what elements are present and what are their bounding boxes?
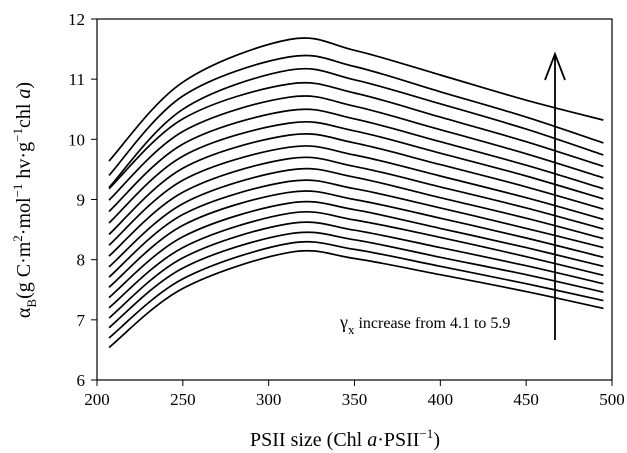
series-line-11: [108, 145, 604, 246]
series-line-12: [108, 132, 604, 236]
x-tick-label: 400: [428, 390, 454, 409]
series-line-16: [108, 81, 604, 190]
x-tick-label: 500: [599, 390, 625, 409]
series-line-7: [108, 190, 604, 288]
x-tick-label: 300: [256, 390, 282, 409]
x-tick-label: 350: [342, 390, 368, 409]
plot-lines: [108, 37, 604, 349]
x-axis: 200 250 300 350 400 450 500: [84, 380, 625, 409]
series-line-14: [108, 108, 604, 213]
x-axis-title: PSII size (Chl a·PSII−1): [250, 426, 440, 451]
y-tick-label: 7: [77, 311, 86, 330]
series-line-9: [108, 167, 604, 268]
series-line-2: [108, 240, 604, 339]
series-line-3: [108, 231, 604, 329]
series-line-13: [108, 120, 604, 224]
series-line-8: [108, 179, 604, 278]
series-line-4: [108, 221, 604, 319]
annotation-rest: increase from 4.1 to 5.9: [354, 315, 510, 332]
y-tick-label: 11: [69, 70, 85, 89]
series-line-17: [108, 67, 604, 189]
y-tick-label: 6: [77, 371, 86, 390]
series-line-18: [108, 54, 604, 176]
annotation-text: γx increase from 4.1 to 5.9: [339, 312, 510, 337]
series-line-6: [108, 200, 604, 299]
x-tick-label: 250: [170, 390, 196, 409]
plot-frame: [96, 18, 613, 381]
series-line-1: [108, 249, 604, 349]
y-tick-label: 12: [68, 10, 85, 29]
y-tick-label: 9: [77, 191, 86, 210]
y-tick-label: 10: [68, 130, 85, 149]
increase-arrow-head: [544, 51, 566, 81]
y-axis-title: αB(g C·m2·mol−1 hv·g−1chl a): [10, 82, 39, 318]
x-tick-label: 450: [513, 390, 539, 409]
series-line-10: [108, 156, 604, 257]
x-tick-label: 200: [84, 390, 110, 409]
gamma-subscript: x: [348, 322, 355, 337]
y-tick-label: 8: [77, 251, 86, 270]
y-axis: 6 7 8 9 10 11 12: [68, 10, 97, 390]
series-line-19: [108, 37, 604, 162]
series-line-5: [108, 210, 604, 309]
series-line-15: [108, 95, 604, 201]
gamma-symbol: γ: [339, 312, 348, 332]
